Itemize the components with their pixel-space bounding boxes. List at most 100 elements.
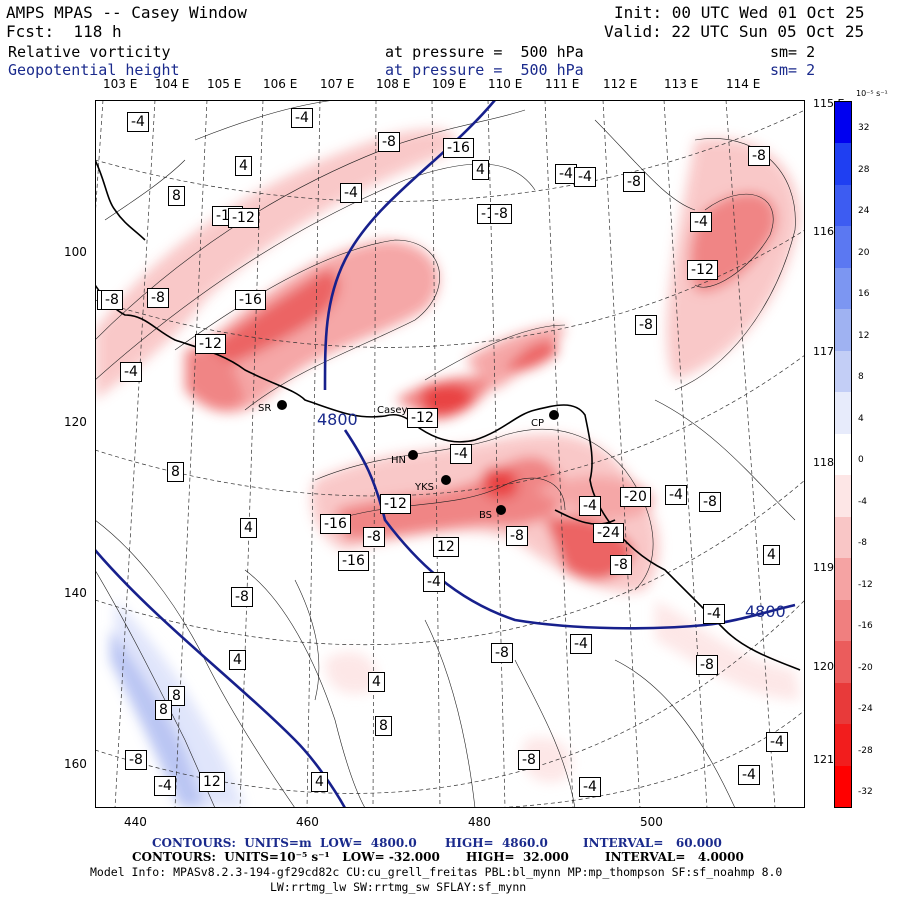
x-tick: 480 xyxy=(468,815,491,829)
vorticity-label: -8 xyxy=(635,315,657,335)
colorbar-label: -8 xyxy=(858,538,867,549)
vorticity-label: -8 xyxy=(748,146,770,166)
vorticity-label: -8 xyxy=(610,555,632,575)
colorbar-label: 4 xyxy=(858,413,864,424)
vorticity-label: 8 xyxy=(375,716,392,736)
station-label-cp: CP xyxy=(531,418,545,429)
y-tick: 140 xyxy=(64,586,87,600)
vorticity-label: -12 xyxy=(195,334,226,354)
vorticity-label: -8 xyxy=(518,750,540,770)
lon-label: 108 E xyxy=(376,77,411,91)
x-tick: 460 xyxy=(296,815,319,829)
vorticity-label: -12 xyxy=(380,494,411,514)
colorbar-segment xyxy=(835,143,851,186)
x-tick: 440 xyxy=(124,815,147,829)
colorbar-label: -24 xyxy=(858,704,873,715)
vorticity-label: -8 xyxy=(101,290,123,310)
colorbar-segment xyxy=(835,682,851,725)
vorticity-label: -4 xyxy=(579,496,601,516)
vorticity-label: 4 xyxy=(763,545,780,565)
vorticity-label: -8 xyxy=(378,132,400,152)
colorbar-label: -12 xyxy=(858,579,873,590)
colorbar-segment xyxy=(835,267,851,310)
vorticity-label: 4 xyxy=(472,160,489,180)
lon-label: 106 E xyxy=(263,77,298,91)
vorticity-label: -4 xyxy=(120,362,142,382)
vorticity-label: 12 xyxy=(433,537,459,557)
colorbar-segment xyxy=(835,392,851,435)
colorbar-label: -16 xyxy=(858,621,873,632)
colorbar-units: 10⁻⁵ s⁻¹ xyxy=(856,89,888,98)
lon-label: 112 E xyxy=(603,77,638,91)
vorticity-label: -16 xyxy=(235,290,266,310)
footer-height-high: HIGH= 4860.0 xyxy=(445,836,548,850)
colorbar-label: 20 xyxy=(858,247,870,258)
colorbar-segment xyxy=(835,184,851,227)
vorticity-label: -8 xyxy=(623,172,645,192)
vorticity-label: -8 xyxy=(506,526,528,546)
vorticity-label: 4 xyxy=(229,650,246,670)
vorticity-label: 8 xyxy=(168,186,185,206)
colorbar-label: 0 xyxy=(858,455,864,466)
map-panel[interactable]: SR Casey CP HN YKS BS 4800 4800 -4 -4 -8 -1… xyxy=(54,99,806,809)
lon-label: 104 E xyxy=(155,77,190,91)
vorticity-label: 8 xyxy=(168,686,185,706)
vorticity-label: -8 xyxy=(147,288,169,308)
vorticity-label: -16 xyxy=(338,551,369,571)
field2-smooth: sm= 2 xyxy=(770,61,816,79)
vorticity-label: -4 xyxy=(579,777,601,797)
colorbar-label: -4 xyxy=(858,496,867,507)
vorticity-label: -8 xyxy=(696,655,718,675)
window-title: AMPS MPAS -- Casey Window xyxy=(6,3,247,22)
vorticity-label: 4 xyxy=(240,518,257,538)
colorbar-segment xyxy=(835,226,851,269)
vorticity-label: -4 xyxy=(450,444,472,464)
vorticity-label: -4 xyxy=(766,732,788,752)
footer-vort-interval: INTERVAL= 4.0000 xyxy=(605,850,744,864)
footer-model-info: Model Info: MPASv8.2.3-194-gf29cd82c CU:… xyxy=(90,865,783,879)
vorticity-label: 4 xyxy=(368,672,385,692)
field1-name: Relative vorticity xyxy=(8,43,171,61)
vorticity-label: -4 xyxy=(291,108,313,128)
vorticity-label: -4 xyxy=(555,164,577,184)
y-tick: 160 xyxy=(64,757,87,771)
vorticity-label: -8 xyxy=(363,527,385,547)
station-label-yks: YKS xyxy=(415,482,435,493)
vorticity-label: -4 xyxy=(127,112,149,132)
vorticity-label: -8 xyxy=(490,204,512,224)
vorticity-label: 4 xyxy=(235,156,252,176)
field2-name: Geopotential height xyxy=(8,61,180,79)
lon-label: 110 E xyxy=(488,77,523,91)
vorticity-label: 8 xyxy=(155,700,172,720)
vorticity-label: -20 xyxy=(620,487,651,507)
station-label-sr: SR xyxy=(258,403,272,414)
vorticity-label: -8 xyxy=(231,587,253,607)
vorticity-label: -4 xyxy=(570,634,592,654)
colorbar-label: -32 xyxy=(858,787,873,797)
vorticity-label: 12 xyxy=(199,772,225,792)
colorbar-segment xyxy=(835,765,851,808)
station-label-bs: BS xyxy=(479,510,493,521)
colorbar xyxy=(834,101,852,808)
vorticity-label: -4 xyxy=(665,485,687,505)
field1-level: at pressure = 500 hPa xyxy=(385,43,584,61)
vorticity-label: -16 xyxy=(320,514,351,534)
colorbar-label: 28 xyxy=(858,164,870,175)
vorticity-label: -12 xyxy=(407,408,438,428)
colorbar-segment xyxy=(835,102,851,144)
colorbar-segment xyxy=(835,558,851,601)
vorticity-label: -4 xyxy=(423,572,445,592)
valid-time: Valid: 22 UTC Sun 05 Oct 25 xyxy=(604,22,865,41)
colorbar-segment xyxy=(835,475,851,518)
footer-model-info-2: LW:rrtmg_lw SW:rrtmg_sw SFLAY:sf_mynn xyxy=(270,880,527,894)
colorbar-label: 16 xyxy=(858,289,870,300)
lon-label: 111 E xyxy=(545,77,580,91)
footer-height-interval: INTERVAL= 60.000 xyxy=(583,836,722,850)
lon-label: 114 E xyxy=(726,77,761,91)
station-label-hn: HN xyxy=(391,455,406,466)
lon-label: 109 E xyxy=(432,77,467,91)
height-label: 4800 xyxy=(745,602,786,621)
footer-height-contours: CONTOURS: UNITS=m LOW= 4800.0 xyxy=(152,836,417,850)
vorticity-label: -4 xyxy=(154,776,176,796)
station-label-casey: Casey xyxy=(377,405,408,416)
